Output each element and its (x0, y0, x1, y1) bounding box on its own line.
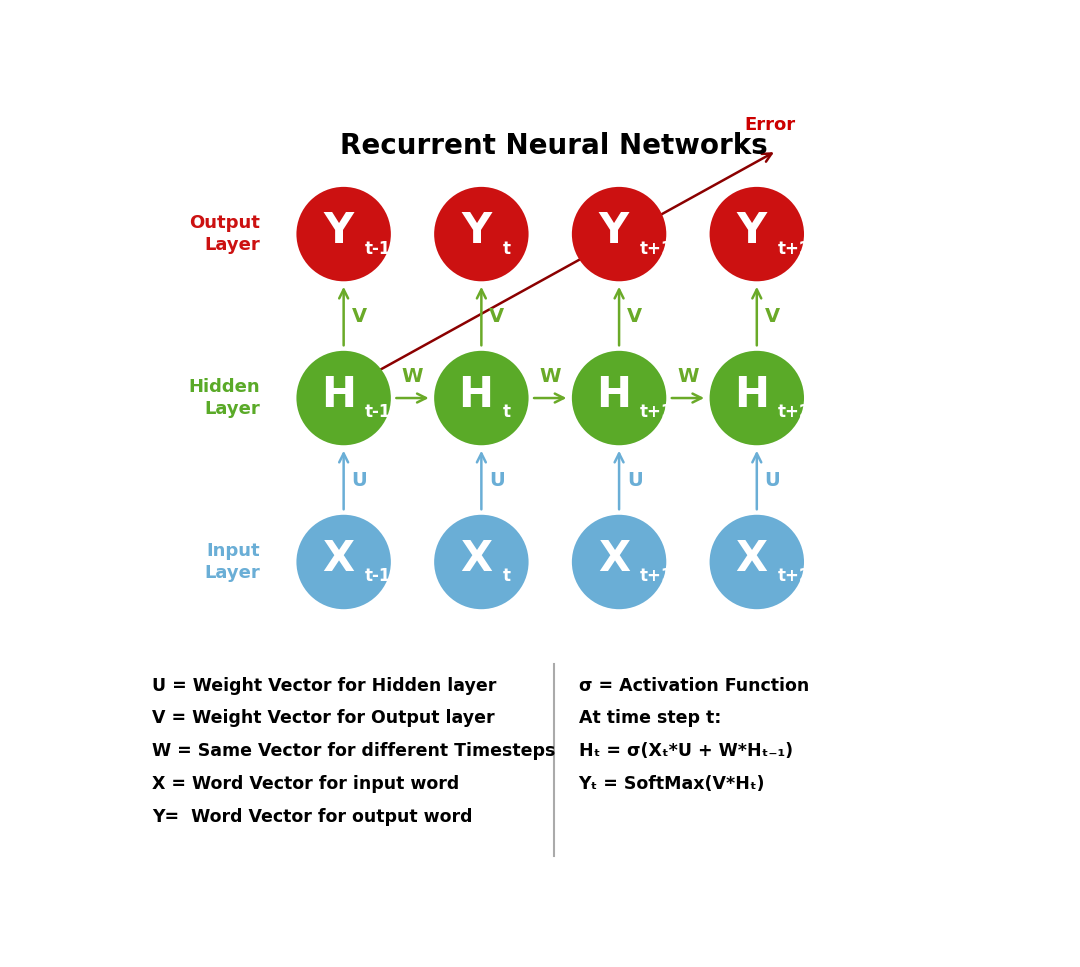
Text: t: t (502, 240, 511, 257)
Text: X: X (735, 538, 768, 579)
Text: t: t (502, 568, 511, 585)
Text: W: W (540, 367, 561, 386)
Text: H: H (321, 374, 356, 416)
Text: Y: Y (737, 210, 767, 251)
Text: W: W (677, 367, 699, 386)
Text: V: V (351, 307, 366, 326)
Text: Y: Y (598, 210, 629, 251)
Text: t-1: t-1 (365, 403, 391, 422)
Text: t+2: t+2 (778, 403, 811, 422)
Text: Y: Y (461, 210, 491, 251)
Text: At time step t:: At time step t: (579, 709, 721, 727)
Text: Error: Error (744, 116, 796, 134)
Text: t+2: t+2 (778, 240, 811, 257)
Text: U: U (765, 471, 781, 489)
Text: V: V (489, 307, 504, 326)
Text: X: X (322, 538, 354, 579)
Circle shape (710, 187, 804, 281)
Text: t-1: t-1 (365, 240, 391, 257)
Text: H: H (596, 374, 632, 416)
Text: Recurrent Neural Networks: Recurrent Neural Networks (339, 132, 768, 160)
Text: V: V (627, 307, 643, 326)
Circle shape (710, 514, 804, 609)
Text: σ = Activation Function: σ = Activation Function (579, 677, 809, 694)
Text: H: H (734, 374, 769, 416)
Text: H: H (459, 374, 494, 416)
Text: Output
Layer: Output Layer (189, 214, 260, 254)
Text: t+1: t+1 (640, 403, 674, 422)
Text: W = Same Vector for different Timesteps: W = Same Vector for different Timesteps (151, 742, 555, 760)
Circle shape (434, 187, 528, 281)
Circle shape (434, 351, 528, 445)
Text: Yₜ = SoftMax(V*Hₜ): Yₜ = SoftMax(V*Hₜ) (579, 775, 765, 793)
Text: t-1: t-1 (365, 568, 391, 585)
Circle shape (572, 187, 666, 281)
Text: X: X (597, 538, 630, 579)
Text: Hₜ = σ(Xₜ*U + W*Hₜ₋₁): Hₜ = σ(Xₜ*U + W*Hₜ₋₁) (579, 742, 793, 760)
Circle shape (296, 351, 391, 445)
Circle shape (572, 514, 666, 609)
Circle shape (710, 351, 804, 445)
Text: U: U (351, 471, 367, 489)
Text: X: X (460, 538, 492, 579)
Text: t+2: t+2 (778, 568, 811, 585)
Circle shape (572, 351, 666, 445)
Text: Y: Y (323, 210, 353, 251)
Text: V: V (765, 307, 780, 326)
Text: X = Word Vector for input word: X = Word Vector for input word (151, 775, 459, 793)
Text: U: U (627, 471, 643, 489)
Text: t+1: t+1 (640, 240, 674, 257)
Text: U: U (489, 471, 505, 489)
Text: t+1: t+1 (640, 568, 674, 585)
Text: U = Weight Vector for Hidden layer: U = Weight Vector for Hidden layer (151, 677, 496, 694)
Text: V = Weight Vector for Output layer: V = Weight Vector for Output layer (151, 709, 495, 727)
Circle shape (434, 514, 528, 609)
Text: t: t (502, 403, 511, 422)
Circle shape (296, 514, 391, 609)
Text: Input
Layer: Input Layer (204, 542, 260, 582)
Text: Y=  Word Vector for output word: Y= Word Vector for output word (151, 807, 472, 826)
Circle shape (296, 187, 391, 281)
Text: W: W (402, 367, 423, 386)
Text: Hidden
Layer: Hidden Layer (189, 378, 260, 418)
